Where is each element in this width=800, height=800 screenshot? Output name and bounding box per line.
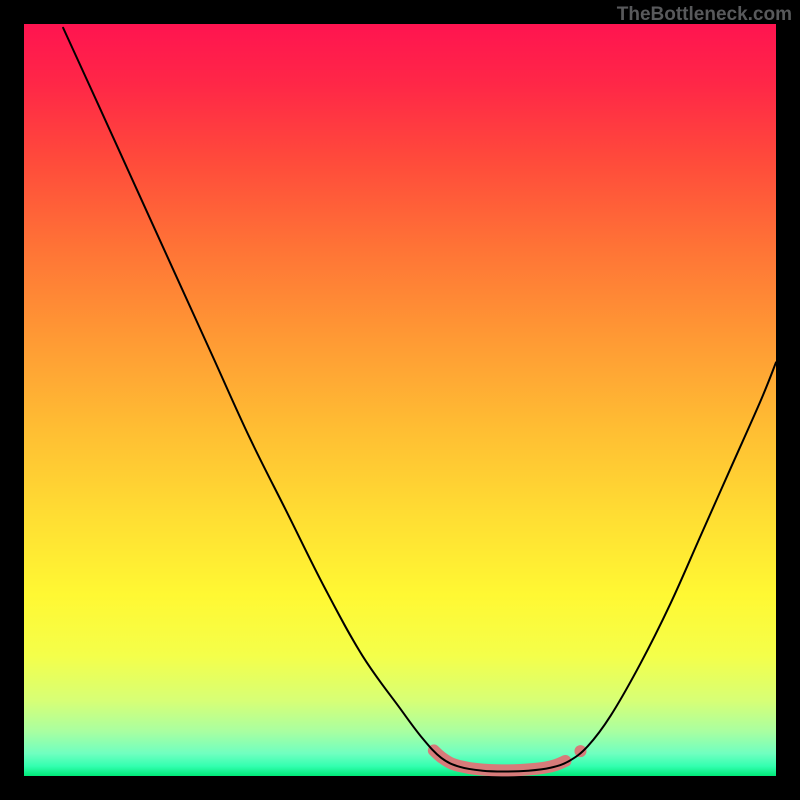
bottleneck-curve	[63, 28, 776, 772]
chart-svg	[0, 0, 800, 800]
trough-highlight	[434, 750, 566, 770]
chart-frame: TheBottleneck.com	[0, 0, 800, 800]
watermark-text: TheBottleneck.com	[617, 4, 792, 26]
